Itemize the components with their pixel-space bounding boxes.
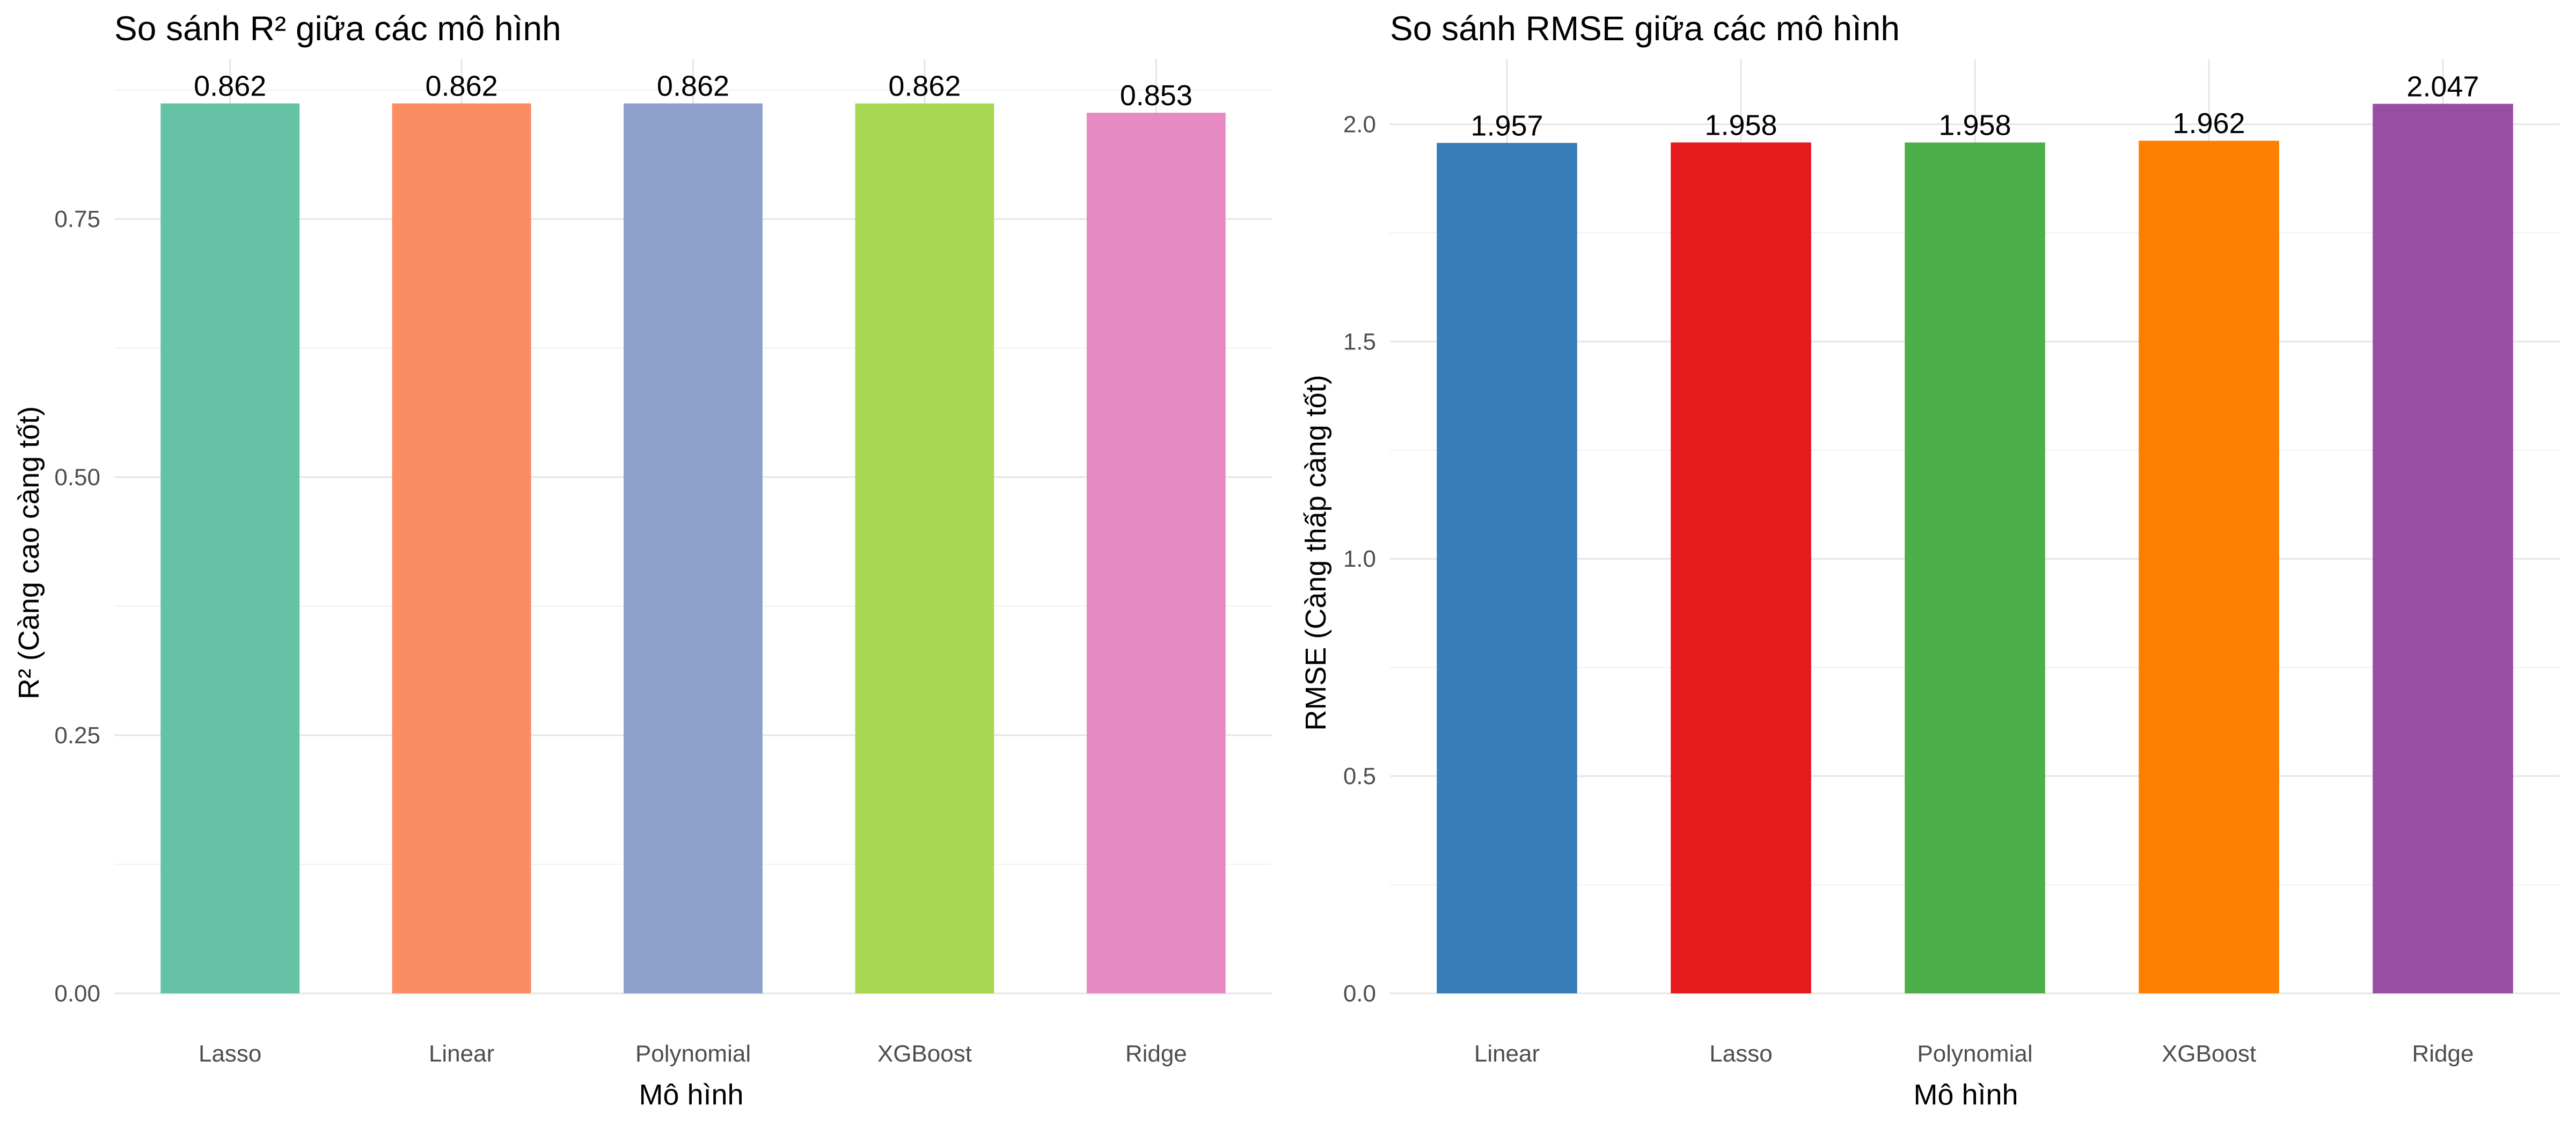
r2-bar-linear	[392, 103, 531, 993]
rmse-data-label: 1.962	[2172, 107, 2245, 140]
r2-y-axis-title: R² (Càng cao càng tốt)	[13, 406, 45, 699]
r2-chart: So sánh R² giữa các mô hình 0.00 0.25 0.50…	[13, 9, 1272, 1111]
rmse-data-label: 1.958	[1704, 109, 1777, 141]
r2-bars	[160, 103, 1226, 993]
r2-bar-lasso	[160, 103, 300, 993]
r2-bar-xgboost	[855, 103, 994, 993]
r2-x-axis-title: Mô hình	[639, 1079, 743, 1111]
rmse-data-label: 2.047	[2406, 70, 2479, 103]
r2-x-tick-label: XGBoost	[877, 1041, 972, 1067]
rmse-bar-lasso	[1671, 142, 1811, 993]
r2-data-label: 0.853	[1120, 79, 1192, 112]
rmse-bar-xgboost	[2139, 141, 2279, 993]
rmse-data-labels: 1.957 1.958 1.958 1.962 2.047	[1470, 70, 2479, 142]
rmse-bar-polynomial	[1905, 142, 2045, 993]
rmse-x-tick-label: Polynomial	[1917, 1041, 2032, 1067]
r2-chart-title: So sánh R² giữa các mô hình	[114, 9, 561, 48]
r2-x-tick-label: Lasso	[199, 1041, 261, 1067]
rmse-y-tick-label: 0.0	[1343, 980, 1376, 1007]
r2-y-tick-label: 0.75	[54, 206, 100, 232]
r2-data-label: 0.862	[888, 70, 961, 103]
rmse-x-axis-ticks: Linear Lasso Polynomial XGBoost Ridge	[1474, 1041, 2474, 1067]
rmse-y-tick-label: 1.0	[1343, 546, 1376, 572]
r2-data-labels: 0.862 0.862 0.862 0.862 0.853	[194, 70, 1192, 112]
rmse-y-tick-label: 2.0	[1343, 111, 1376, 137]
rmse-bars	[1437, 104, 2513, 994]
r2-y-tick-label: 0.25	[54, 722, 100, 749]
rmse-bar-linear	[1437, 143, 1577, 993]
rmse-x-tick-label: XGBoost	[2162, 1041, 2256, 1067]
r2-data-label: 0.862	[194, 70, 266, 103]
r2-x-tick-label: Polynomial	[635, 1041, 751, 1067]
r2-bar-polynomial	[624, 103, 763, 993]
r2-x-tick-label: Linear	[429, 1041, 494, 1067]
rmse-x-tick-label: Ridge	[2412, 1041, 2474, 1067]
r2-x-tick-label: Ridge	[1125, 1041, 1187, 1067]
r2-bar-ridge	[1086, 113, 1226, 993]
r2-data-label: 0.862	[657, 70, 729, 103]
rmse-x-axis-title: Mô hình	[1913, 1079, 2018, 1111]
r2-y-axis-ticks: 0.00 0.25 0.50 0.75	[54, 206, 100, 1007]
rmse-data-label: 1.958	[1938, 109, 2011, 141]
rmse-y-axis-ticks: 0.0 0.5 1.0 1.5 2.0	[1343, 111, 1376, 1007]
rmse-chart: So sánh RMSE giữa các mô hình 0.0 0.5 1.0 1…	[1300, 9, 2560, 1111]
rmse-x-tick-label: Lasso	[1709, 1041, 1772, 1067]
rmse-y-tick-label: 0.5	[1343, 763, 1376, 789]
r2-y-tick-label: 0.00	[54, 980, 100, 1007]
rmse-y-tick-label: 1.5	[1343, 328, 1376, 355]
rmse-bar-ridge	[2373, 104, 2513, 994]
rmse-data-label: 1.957	[1470, 109, 1543, 142]
r2-y-tick-label: 0.50	[54, 464, 100, 491]
rmse-x-tick-label: Linear	[1474, 1041, 1540, 1067]
rmse-chart-title: So sánh RMSE giữa các mô hình	[1390, 9, 1900, 48]
r2-x-axis-ticks: Lasso Linear Polynomial XGBoost Ridge	[199, 1041, 1187, 1067]
rmse-y-axis-title: RMSE (Càng thấp càng tốt)	[1300, 375, 1332, 730]
r2-data-label: 0.862	[426, 70, 498, 103]
